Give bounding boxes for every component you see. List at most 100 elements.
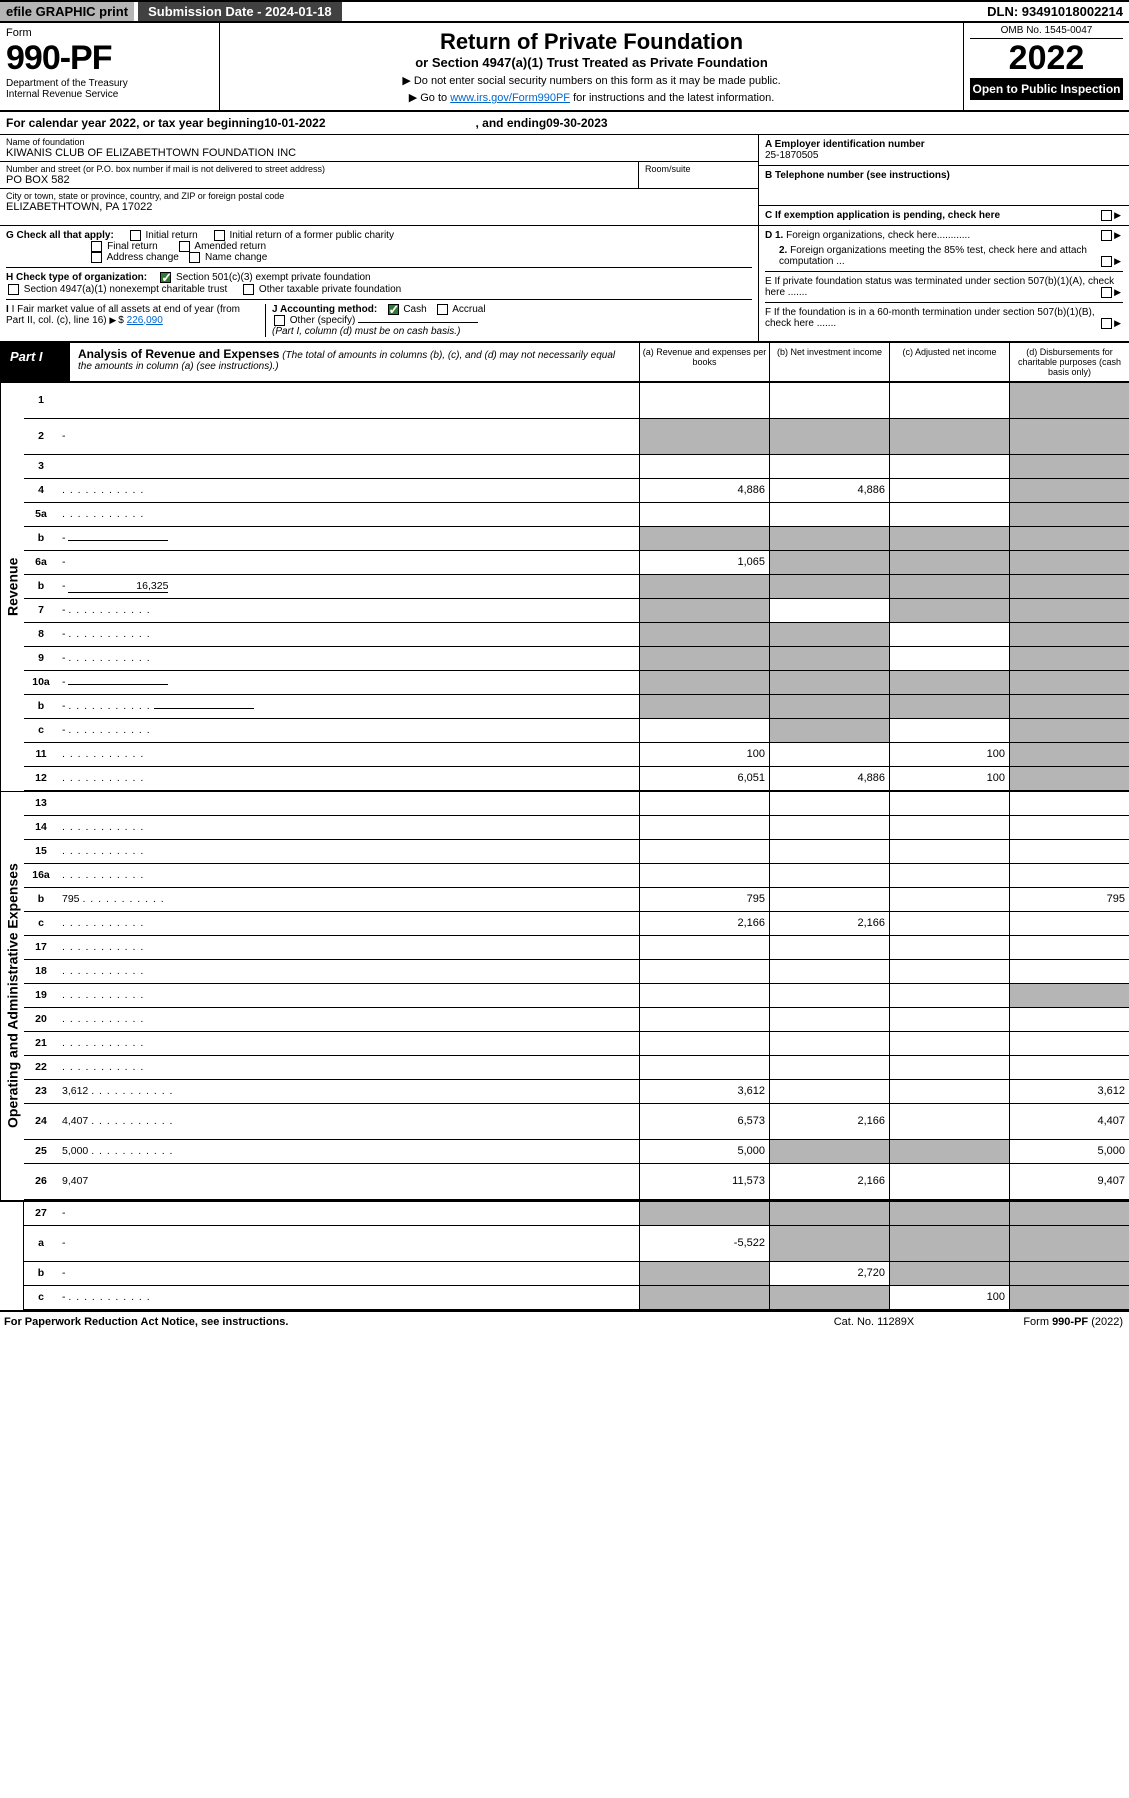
line-number: 1 [24, 383, 58, 418]
arrow-icon [1114, 256, 1123, 267]
cell-d [1009, 419, 1129, 454]
cell-a: 100 [639, 743, 769, 766]
chk-initial-public[interactable] [214, 230, 225, 241]
d1-row: D 1. D 1. Foreign organizations, check h… [765, 230, 1123, 241]
chk-address-change[interactable] [91, 252, 102, 263]
cell-b [769, 695, 889, 718]
chk-f[interactable] [1101, 318, 1112, 329]
chk-d2[interactable] [1101, 256, 1112, 267]
form990pf-link[interactable]: www.irs.gov/Form990PF [450, 92, 570, 104]
top-bar: efile GRAPHIC print Submission Date - 20… [0, 0, 1129, 23]
line-description: - [58, 722, 639, 738]
net-rows: 27-a--5,522b-2,720c- 100 [24, 1202, 1129, 1310]
chk-initial-return[interactable] [130, 230, 141, 241]
cell-d [1009, 840, 1129, 863]
line-number: 19 [24, 984, 58, 1007]
line-number: 25 [24, 1140, 58, 1163]
address-sec: Number and street (or P.O. box number if… [0, 162, 639, 189]
table-row: 19 [24, 984, 1129, 1008]
chk-4947[interactable] [8, 284, 19, 295]
col-c-header: (c) Adjusted net income [889, 343, 1009, 381]
cell-a [639, 527, 769, 550]
line-number: 26 [24, 1164, 58, 1199]
cell-b [769, 455, 889, 478]
cell-b [769, 1056, 889, 1079]
cell-a [639, 816, 769, 839]
line-number: c [24, 912, 58, 935]
calendar-pre: For calendar year 2022, or tax year begi… [6, 116, 264, 130]
cell-d [1009, 719, 1129, 742]
calendar-mid: , and ending [476, 116, 547, 130]
chk-name-change[interactable] [189, 252, 200, 263]
chk-final-return[interactable] [91, 241, 102, 252]
cell-a [639, 840, 769, 863]
cell-b [769, 719, 889, 742]
cell-c [889, 1140, 1009, 1163]
table-row: b- [24, 695, 1129, 719]
cell-a [639, 864, 769, 887]
cell-a [639, 719, 769, 742]
city-sec: City or town, state or province, country… [0, 189, 759, 226]
table-row: 22 [24, 1056, 1129, 1080]
cell-a [639, 1032, 769, 1055]
cell-c [889, 599, 1009, 622]
cell-c [889, 647, 1009, 670]
exemption-checkbox[interactable] [1101, 210, 1112, 221]
foundation-name-sec: Name of foundation KIWANIS CLUB OF ELIZA… [0, 135, 759, 162]
cell-d [1009, 527, 1129, 550]
table-row: b- [24, 527, 1129, 551]
cell-a [639, 936, 769, 959]
line-description [58, 867, 639, 883]
chk-d1[interactable] [1101, 230, 1112, 241]
chk-cash[interactable] [388, 304, 399, 315]
cell-c [889, 623, 1009, 646]
cell-b [769, 503, 889, 526]
cell-c: 100 [889, 767, 1009, 790]
part1-header: Part I Analysis of Revenue and Expenses … [0, 341, 1129, 382]
line-description [58, 482, 639, 498]
chk-other-method[interactable] [274, 315, 285, 326]
lbl-namechg: Name change [205, 252, 267, 263]
city-label: City or town, state or province, country… [6, 191, 752, 201]
cell-c [889, 671, 1009, 694]
line-description: 4,407 [58, 1113, 639, 1129]
cell-a [639, 503, 769, 526]
table-row: 15 [24, 840, 1129, 864]
line-description: - [58, 1205, 639, 1221]
cell-d [1009, 1056, 1129, 1079]
line-number: c [24, 719, 58, 742]
omb-number: OMB No. 1545-0047 [970, 25, 1123, 39]
cell-b [769, 888, 889, 911]
chk-501c3[interactable] [160, 272, 171, 283]
cell-c [889, 695, 1009, 718]
operating-side-label: Operating and Administrative Expenses [0, 792, 24, 1200]
line-number: b [24, 1262, 58, 1285]
h-row: H Check type of organization: Section 50… [6, 267, 752, 294]
chk-other-taxable[interactable] [243, 284, 254, 295]
line-description: - [58, 698, 639, 714]
cell-d [1009, 960, 1129, 983]
chk-amended-return[interactable] [179, 241, 190, 252]
lbl-initial: Initial return [146, 230, 198, 241]
address-value: PO BOX 582 [6, 174, 632, 186]
cell-d [1009, 1286, 1129, 1309]
chk-e[interactable] [1101, 287, 1112, 298]
cell-a [639, 419, 769, 454]
tax-year: 2022 [970, 39, 1123, 78]
chk-accrual[interactable] [437, 304, 448, 315]
line-description: - [58, 1265, 639, 1281]
line-number: 12 [24, 767, 58, 790]
cell-c [889, 888, 1009, 911]
revenue-block: Revenue 12-34 4,8864,8865a b- 6a-1,065b-… [0, 382, 1129, 791]
cell-b: 2,166 [769, 1104, 889, 1139]
line-description [58, 464, 639, 468]
cell-a [639, 455, 769, 478]
pra-notice: For Paperwork Reduction Act Notice, see … [0, 1316, 789, 1328]
cell-c [889, 1032, 1009, 1055]
cell-a [639, 1202, 769, 1225]
note-goto-post: for instructions and the latest informat… [570, 92, 774, 104]
id-left: Name of foundation KIWANIS CLUB OF ELIZA… [0, 135, 759, 226]
table-row: 4 4,8864,886 [24, 479, 1129, 503]
lbl-4947: Section 4947(a)(1) nonexempt charitable … [24, 284, 227, 295]
identification-block: Name of foundation KIWANIS CLUB OF ELIZA… [0, 135, 1129, 226]
